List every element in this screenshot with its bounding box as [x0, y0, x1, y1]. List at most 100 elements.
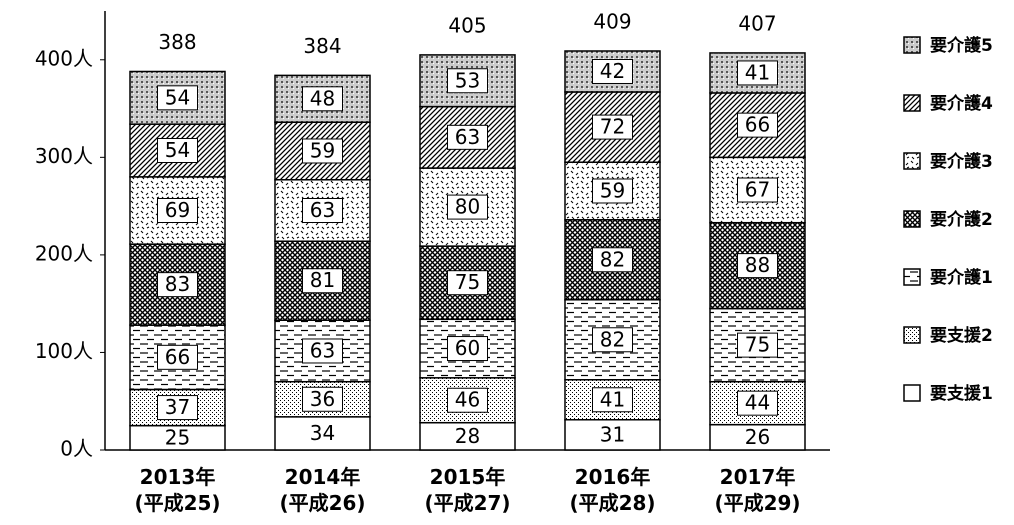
y-tick-label: 300人 [35, 144, 93, 168]
data-label: 41 [600, 387, 625, 411]
data-label: 72 [600, 115, 625, 139]
legend-swatch [903, 210, 921, 228]
total-label: 407 [738, 11, 776, 35]
legend-swatch [903, 152, 921, 170]
data-label: 25 [165, 425, 190, 449]
label-box [737, 112, 778, 138]
x-tick-label: 2017年 (平成29) [714, 465, 801, 515]
data-label: 46 [455, 388, 480, 412]
legend-label: 要支援2 [930, 325, 993, 346]
label-box [447, 387, 488, 413]
data-label: 42 [600, 59, 625, 83]
data-label: 69 [165, 198, 190, 222]
data-label: 48 [310, 86, 335, 110]
label-box [592, 178, 633, 204]
label-box [157, 272, 198, 298]
data-label: 75 [745, 333, 770, 357]
label-box [447, 336, 488, 362]
label-box [302, 386, 343, 412]
label-box [447, 124, 488, 150]
label-box [592, 387, 633, 413]
data-label: 59 [310, 138, 335, 162]
data-label: 66 [745, 113, 770, 137]
label-box [157, 85, 198, 111]
x-tick-label: 2016年 (平成28) [569, 465, 656, 515]
label-box [592, 247, 633, 273]
data-label: 44 [745, 391, 770, 415]
y-tick-label: 100人 [35, 339, 93, 363]
data-label: 53 [455, 68, 480, 92]
data-label: 75 [455, 270, 480, 294]
legend-label: 要介護1 [930, 267, 993, 288]
legend-label: 要介護4 [930, 93, 993, 114]
legend-swatch [903, 36, 921, 54]
legend-label: 要介護2 [930, 209, 993, 230]
label-box [737, 332, 778, 358]
label-box [302, 138, 343, 164]
label-box [157, 395, 198, 421]
legend-swatch [903, 384, 921, 402]
bar-segment [564, 419, 661, 451]
data-label: 31 [600, 422, 625, 446]
label-box [737, 253, 778, 279]
bar-segment [709, 423, 806, 451]
label-box [302, 198, 343, 224]
y-tick-label: 0人 [60, 437, 93, 461]
data-label: 36 [310, 387, 335, 411]
data-label: 63 [310, 198, 335, 222]
label-box [737, 60, 778, 86]
data-label: 80 [455, 195, 480, 219]
label-box [592, 58, 633, 84]
y-tick-label: 200人 [35, 241, 93, 265]
data-label: 82 [600, 247, 625, 271]
data-label: 26 [745, 425, 770, 449]
data-label: 34 [310, 421, 335, 445]
legend-swatch [903, 94, 921, 112]
label-box [447, 194, 488, 220]
data-label: 63 [455, 125, 480, 149]
data-label: 59 [600, 178, 625, 202]
bar-segment [274, 416, 371, 451]
legend-swatch [903, 268, 921, 286]
total-label: 388 [158, 30, 196, 54]
label-box [157, 198, 198, 224]
data-label: 82 [600, 327, 625, 351]
label-box [157, 138, 198, 164]
data-label: 54 [165, 138, 190, 162]
data-label: 83 [165, 272, 190, 296]
label-box [737, 177, 778, 203]
label-box [592, 327, 633, 353]
label-box [447, 270, 488, 296]
data-label: 60 [455, 336, 480, 360]
data-label: 41 [745, 60, 770, 84]
data-label: 88 [745, 253, 770, 277]
data-label: 28 [455, 424, 480, 448]
data-label: 81 [310, 268, 335, 292]
data-label: 67 [745, 178, 770, 202]
x-tick-label: 2013年 (平成25) [134, 465, 221, 515]
label-box [737, 390, 778, 416]
x-tick-label: 2014年 (平成26) [279, 465, 366, 515]
label-box [157, 344, 198, 370]
legend-label: 要介護5 [930, 35, 993, 56]
data-label: 66 [165, 345, 190, 369]
label-box [302, 268, 343, 294]
bar-segment [129, 424, 226, 451]
y-tick-label: 400人 [35, 46, 93, 70]
total-label: 409 [593, 9, 631, 33]
data-label: 63 [310, 338, 335, 362]
data-label: 54 [165, 85, 190, 109]
total-label: 384 [303, 34, 341, 58]
legend-swatch [903, 326, 921, 344]
label-box [447, 68, 488, 94]
total-label: 405 [448, 13, 486, 37]
data-label: 37 [165, 395, 190, 419]
legend-label: 要支援1 [930, 383, 993, 404]
x-tick-label: 2015年 (平成27) [424, 465, 511, 515]
legend-label: 要介護3 [930, 151, 993, 172]
label-box [302, 86, 343, 112]
label-box [302, 338, 343, 364]
label-box [592, 114, 633, 140]
